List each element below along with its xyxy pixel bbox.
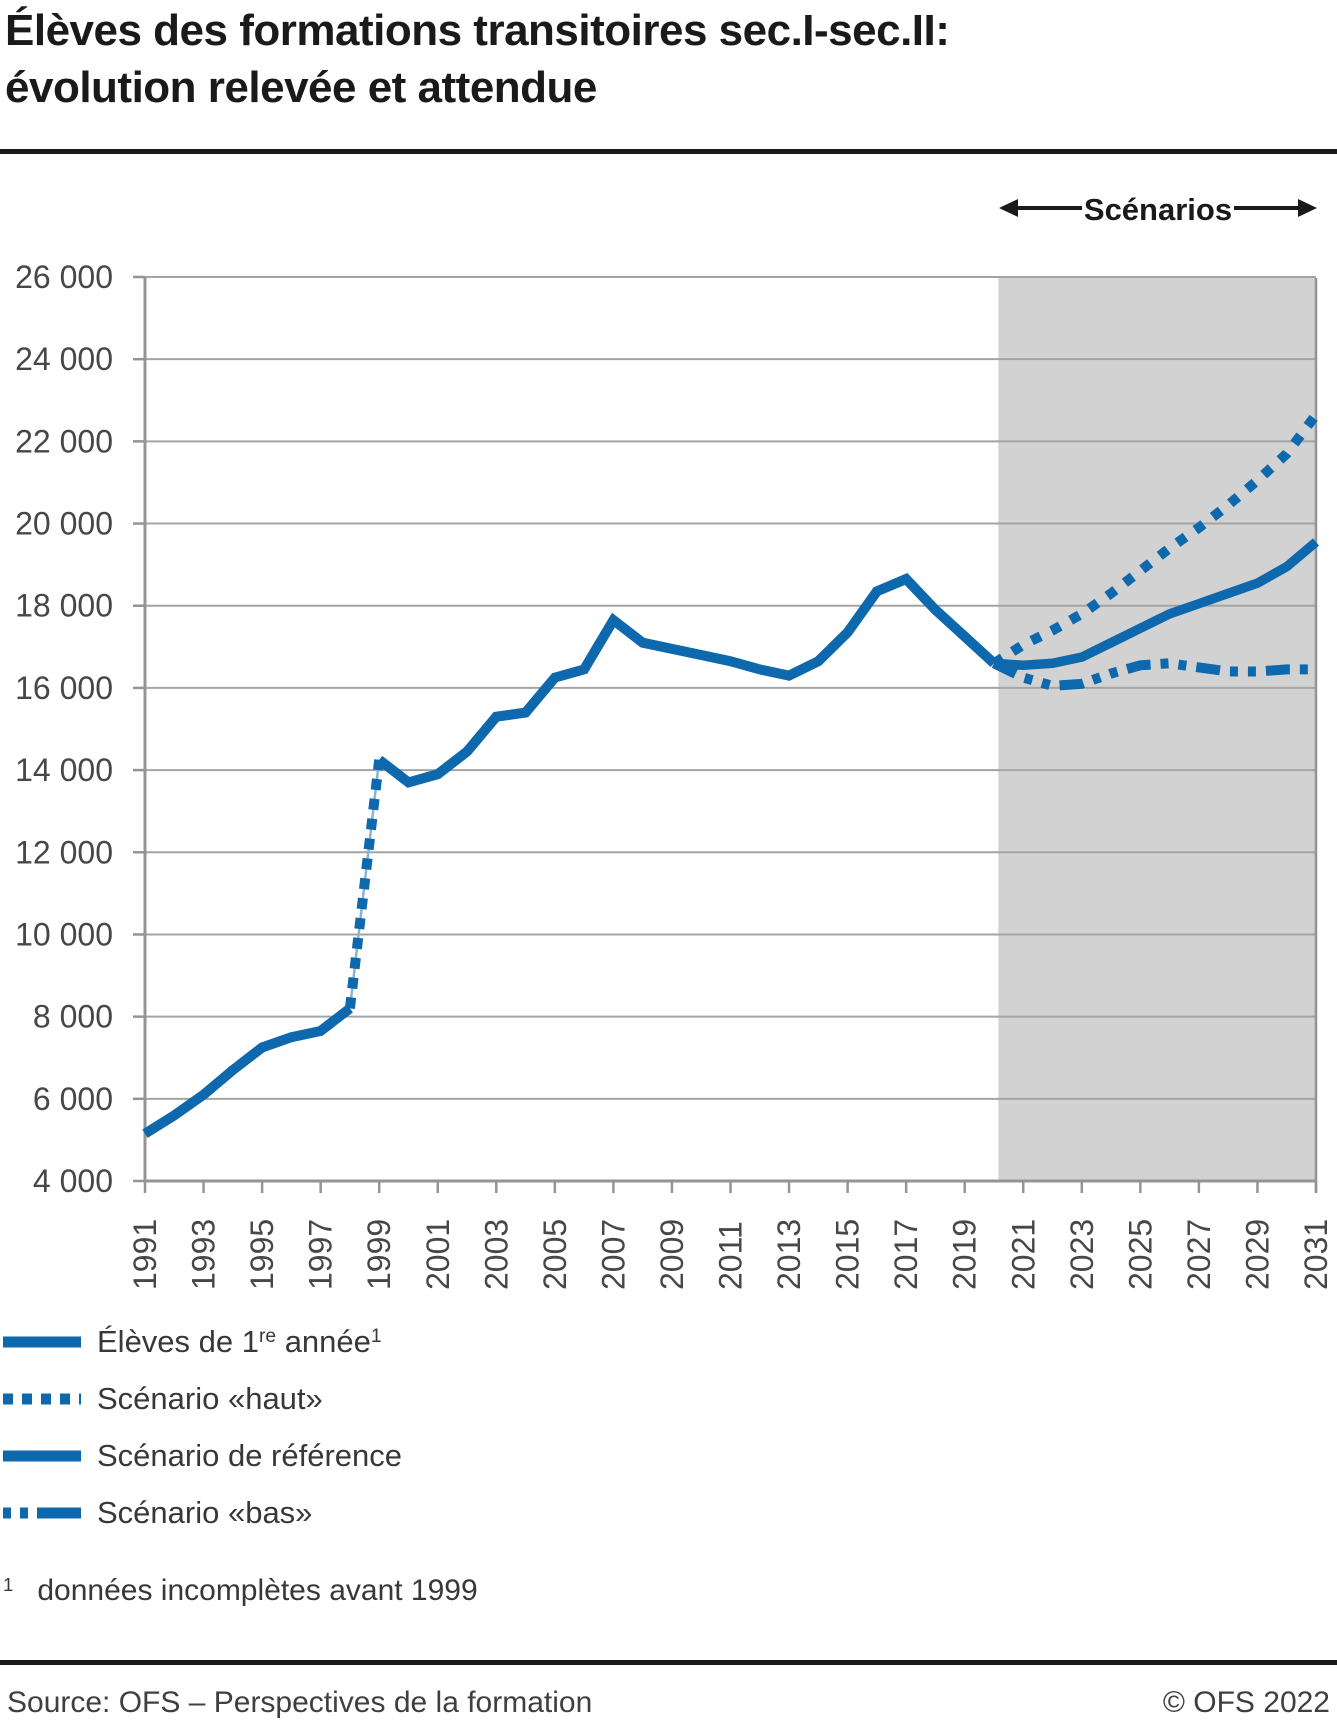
y-axis-label: 4 000 [33, 1163, 113, 1199]
y-axis-label: 14 000 [15, 752, 113, 788]
footer-divider [0, 1660, 1337, 1665]
series-connector-dotted [344, 759, 385, 1009]
legend-label-text: Scénario «bas» [97, 1494, 313, 1530]
legend-label-text: Élèves de 1 [97, 1323, 259, 1359]
footnote-text: données incomplètes avant 1999 [37, 1574, 478, 1607]
footnote: 1 données incomplètes avant 1999 [3, 1574, 478, 1608]
legend-label: Scénario de référence [97, 1438, 402, 1474]
x-axis-label: 2015 [830, 1219, 866, 1290]
scenarios-label: Scénarios [1084, 192, 1232, 227]
legend-item: Scénario de référence [3, 1427, 402, 1484]
x-axis-label: 2001 [420, 1219, 456, 1290]
x-axis-label: 2003 [478, 1219, 514, 1290]
legend-item: Élèves de 1re année1 [3, 1313, 402, 1370]
legend-label-text: Scénario «haut» [97, 1380, 323, 1416]
x-axis-label: 2013 [771, 1219, 807, 1290]
footer-source: Source: OFS – Perspectives de la formati… [7, 1686, 593, 1719]
x-axis-label: 2021 [1005, 1219, 1041, 1290]
legend-label: Scénario «haut» [97, 1381, 323, 1417]
y-axis-label: 20 000 [15, 506, 113, 542]
y-axis-label: 24 000 [15, 341, 113, 377]
series-scenario-reference [993, 538, 1320, 671]
x-axis-label: 1991 [127, 1219, 163, 1290]
page-title: Élèves des formations transitoires sec.I… [5, 2, 950, 116]
x-axis-label: 2011 [713, 1221, 749, 1290]
series-observed-pre1999 [142, 1004, 353, 1138]
y-axis-label: 18 000 [15, 588, 113, 624]
y-axis-label: 16 000 [15, 670, 113, 706]
legend-item: Scénario «haut» [3, 1370, 402, 1427]
x-axis-label: 2029 [1239, 1219, 1275, 1290]
x-axis-label: 1997 [303, 1219, 339, 1290]
footer: Source: OFS – Perspectives de la formati… [0, 1686, 1337, 1720]
y-axis-label: 22 000 [15, 423, 113, 459]
x-axis-label: 1995 [244, 1219, 280, 1290]
legend-label: Élèves de 1re année1 [97, 1324, 382, 1360]
footnote-number: 1 [3, 1573, 14, 1595]
scenario-band [998, 278, 1316, 1181]
y-axis-label: 12 000 [15, 834, 113, 870]
legend-swatch-dashdot [3, 1507, 81, 1518]
x-axis-label: 2017 [888, 1219, 924, 1290]
transition-enrollment-chart: 4 000 6 000 8 000 10 000 12 000 14 000 16 000 1… [15, 192, 1334, 1290]
legend-item: Scénario «bas» [3, 1484, 402, 1541]
y-axis-label: 10 000 [15, 916, 113, 952]
x-axis-label: 2031 [1298, 1219, 1334, 1290]
x-axis-label: 2019 [947, 1219, 983, 1290]
legend-label-sup: re [259, 1325, 277, 1347]
page-title-line2: évolution relevée et attendue [5, 63, 597, 112]
scenarios-arrow-right-head [1298, 199, 1317, 217]
y-axis-label: 26 000 [15, 259, 113, 295]
x-axis-label: 1999 [361, 1219, 397, 1290]
legend-label-text: année [276, 1323, 371, 1359]
legend-label-text: Scénario de référence [97, 1437, 403, 1473]
legend-swatch-solid [3, 1336, 81, 1347]
series-observed [376, 573, 998, 788]
series-scenario-bas [991, 658, 1316, 691]
x-axis-label: 2005 [537, 1219, 573, 1290]
x-axis-label: 2009 [654, 1219, 690, 1290]
legend-label-sup: 1 [370, 1325, 382, 1347]
y-axis-label: 8 000 [33, 999, 113, 1035]
legend-swatch-solid [3, 1450, 81, 1461]
y-axis-label: 6 000 [33, 1081, 113, 1117]
x-axis-label: 2023 [1064, 1219, 1100, 1290]
legend-label: Scénario «bas» [97, 1495, 312, 1531]
page-title-line1: Élèves des formations transitoires sec.I… [5, 6, 950, 55]
x-axis-label: 1993 [186, 1219, 222, 1290]
legend-swatch-dotted [3, 1393, 81, 1404]
x-axis-label: 2027 [1181, 1219, 1217, 1290]
footer-copyright: © OFS 2022 [1162, 1686, 1330, 1719]
scenarios-arrow-left-head [999, 199, 1018, 217]
x-axis-label: 2007 [595, 1219, 631, 1290]
chart-legend: Élèves de 1re année1 Scénario «haut» Scéna… [3, 1313, 402, 1541]
x-axis-label: 2025 [1122, 1219, 1158, 1290]
title-divider [0, 149, 1337, 154]
